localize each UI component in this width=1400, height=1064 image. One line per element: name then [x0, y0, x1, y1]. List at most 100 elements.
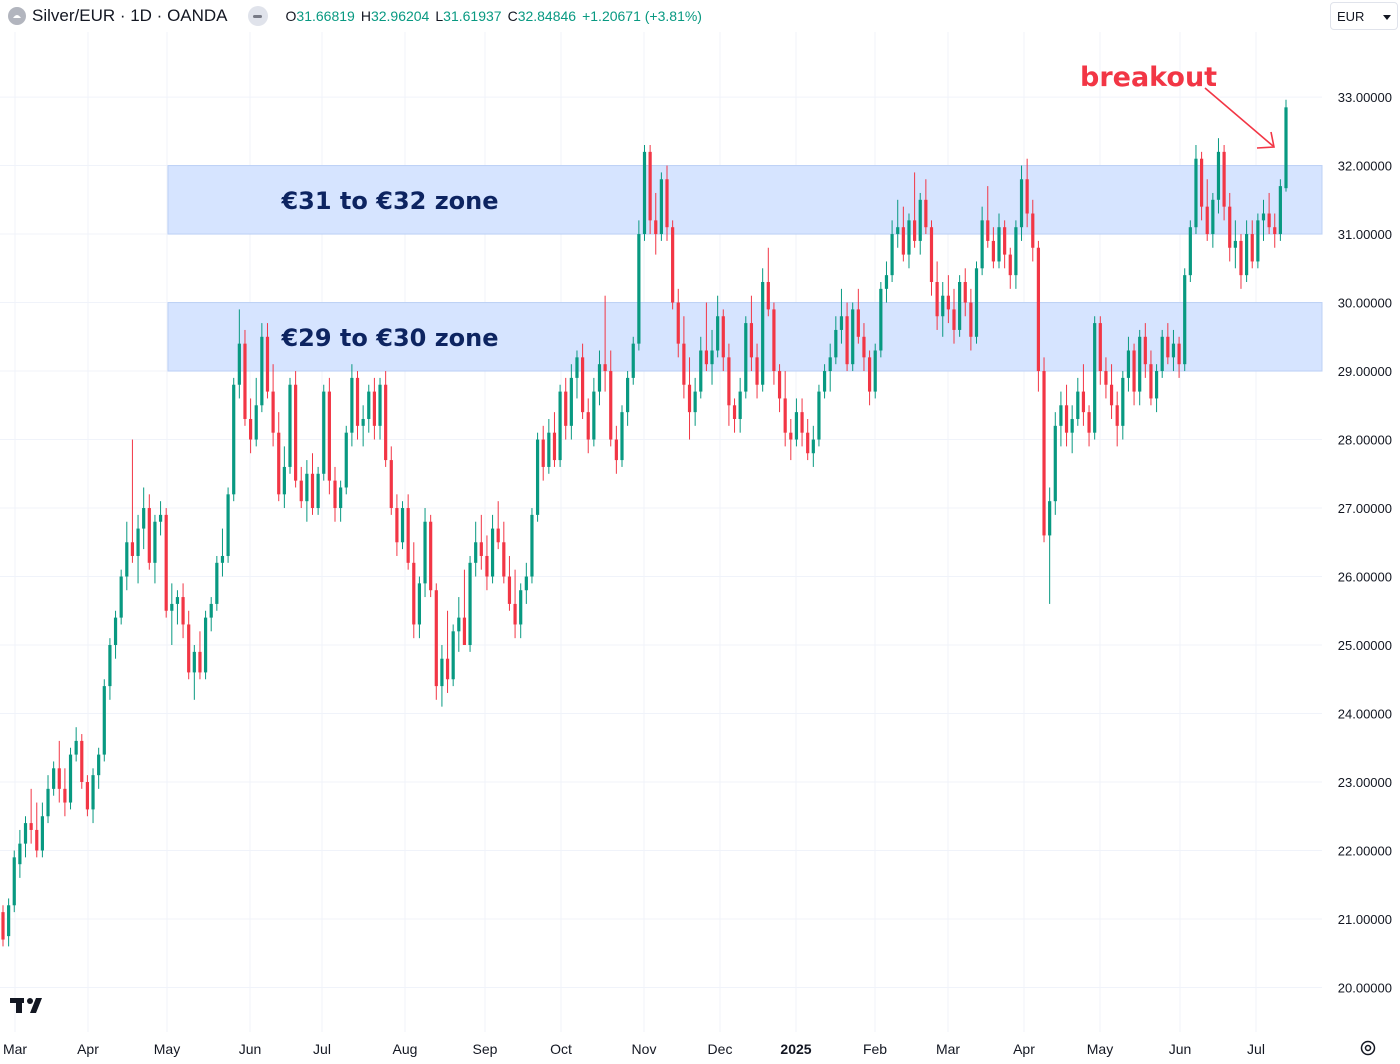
candle-body — [187, 624, 191, 673]
time-axis[interactable]: Mar Apr May Jun Jul Aug Sep Oct Nov Dec 2025 Feb Mar… — [3, 1041, 1265, 1057]
time-tick-label: Apr — [77, 1041, 99, 1057]
candle-body — [192, 651, 196, 673]
candle-body — [569, 377, 573, 426]
candle-body — [1199, 158, 1204, 207]
settings-icon[interactable] — [1358, 1038, 1378, 1058]
candle-body — [485, 555, 489, 577]
candle-body — [541, 439, 545, 467]
candle-body — [282, 466, 286, 495]
candle-body — [710, 350, 714, 365]
candle-body — [896, 227, 900, 235]
open-value: 31.66819 — [296, 8, 355, 24]
close-value: 32.84846 — [517, 8, 577, 24]
candle-body — [789, 432, 793, 440]
candle-body — [856, 309, 860, 337]
candle-body — [344, 432, 348, 488]
candle-body — [1121, 377, 1125, 426]
candle-body — [108, 645, 112, 687]
candle-body — [63, 788, 67, 803]
price-tick-label: 32.00000 — [1338, 159, 1392, 174]
time-tick-label: 2025 — [780, 1041, 811, 1057]
candle-body — [822, 371, 827, 392]
candle-body — [1115, 405, 1119, 426]
close-label: C — [507, 8, 518, 24]
candle-body — [811, 439, 815, 454]
candle-body — [389, 460, 393, 509]
candle-body — [507, 576, 512, 604]
candle-body — [361, 418, 365, 426]
price-axis[interactable]: 20.00000 21.00000 22.00000 23.00000 24.00000… — [1338, 90, 1392, 995]
candle-body — [1003, 227, 1007, 255]
annotation-label: breakout — [1080, 62, 1217, 93]
candle-body — [980, 220, 984, 269]
price-tick-label: 28.00000 — [1338, 433, 1392, 448]
eye-icon[interactable] — [247, 6, 268, 26]
candle-body — [794, 412, 799, 440]
tradingview-logo-icon[interactable] — [10, 996, 48, 1014]
currency-label: EUR — [1337, 8, 1365, 24]
candle-body — [1087, 412, 1091, 433]
candle-body — [74, 740, 78, 755]
candle-body — [429, 521, 433, 591]
symbol-title[interactable]: Silver/EUR · 1D · OANDA — [32, 6, 228, 25]
candle-body — [581, 357, 585, 413]
price-tick-label: 21.00000 — [1338, 912, 1392, 927]
candle-body — [1008, 254, 1012, 276]
time-tick-label: Mar — [3, 1041, 27, 1057]
candle-body — [502, 542, 506, 577]
candle-body — [462, 617, 467, 646]
candle-body — [648, 151, 652, 221]
candle-body — [654, 220, 658, 235]
candle-body — [333, 480, 337, 509]
candle-body — [693, 391, 697, 413]
candle-body — [384, 384, 388, 461]
currency-button[interactable]: EUR — [1330, 2, 1398, 30]
candle-body — [1284, 107, 1288, 189]
annotation-arrowhead — [1256, 131, 1275, 149]
candle-body — [1273, 227, 1277, 235]
candle-body — [609, 371, 613, 440]
time-tick-label: Dec — [708, 1041, 733, 1057]
price-tick-label: 23.00000 — [1338, 775, 1392, 790]
candle-body — [749, 323, 754, 358]
candle-body — [237, 343, 241, 385]
candle-body — [1025, 179, 1029, 214]
candle-body — [1205, 206, 1209, 235]
candle-body — [85, 782, 90, 810]
candle-body — [215, 562, 219, 604]
candle-body — [97, 754, 101, 776]
candle-body — [57, 768, 61, 789]
price-tick-label: 33.00000 — [1338, 90, 1392, 105]
candle-body — [226, 494, 230, 556]
candle-body — [586, 412, 590, 440]
candle-body — [755, 357, 759, 385]
candle-body — [828, 357, 832, 372]
candle-body — [952, 309, 956, 330]
candle-body — [1132, 350, 1136, 392]
candle-body — [704, 350, 708, 365]
candle-body — [958, 282, 962, 330]
candle-body — [417, 583, 422, 625]
time-tick-label: Jul — [313, 1041, 331, 1057]
candle-body — [839, 316, 844, 330]
candle-body — [890, 234, 894, 276]
candle-body — [1233, 240, 1237, 248]
candle-body — [299, 480, 303, 502]
candle-body — [991, 240, 995, 262]
candle-body — [434, 590, 438, 687]
candle-body — [845, 316, 849, 365]
price-tick-label: 25.00000 — [1338, 638, 1392, 653]
time-tick-label: Apr — [1013, 1041, 1035, 1057]
candle-body — [327, 391, 331, 481]
candle-body — [1143, 336, 1147, 365]
candle-body — [535, 439, 540, 515]
high-value: 32.96204 — [370, 8, 430, 24]
time-tick-label: Sep — [473, 1041, 498, 1057]
price-tick-label: 29.00000 — [1338, 364, 1392, 379]
time-tick-label: Mar — [936, 1041, 960, 1057]
candle-body — [68, 754, 73, 803]
candle-body — [614, 439, 618, 461]
candle-body — [80, 740, 84, 782]
open-label: O — [285, 8, 297, 24]
